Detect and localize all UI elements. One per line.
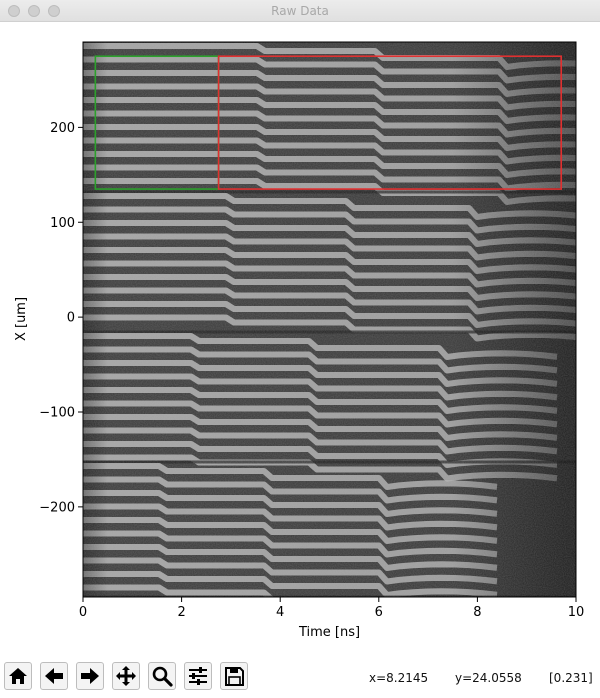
plot-area[interactable] xyxy=(82,41,600,609)
arrow-right-icon xyxy=(81,668,99,684)
zoom-window-button[interactable] xyxy=(48,5,60,17)
roi-boxes xyxy=(94,55,563,190)
magnifier-icon xyxy=(152,666,173,687)
pan-button[interactable] xyxy=(112,662,140,690)
back-button[interactable] xyxy=(40,662,68,690)
x-tick-label: 6 xyxy=(375,605,383,620)
y-tick-label: 100 xyxy=(50,216,75,231)
axes-frame xyxy=(82,41,577,598)
x-tick-label: 0 xyxy=(79,605,87,620)
forward-button[interactable] xyxy=(76,662,104,690)
y-axis-label: X [um] xyxy=(14,297,29,341)
home-button[interactable] xyxy=(4,662,32,690)
figure-canvas[interactable]: 0 2 4 6 8 10 200 100 0 −100 −200 Time [ns] X [um] xyxy=(0,22,600,654)
zoom-button[interactable] xyxy=(148,662,176,690)
configure-subplots-button[interactable] xyxy=(184,662,212,690)
y-tick-label: −100 xyxy=(39,406,75,421)
sliders-icon xyxy=(189,667,207,685)
home-icon xyxy=(9,668,27,684)
roi-box[interactable] xyxy=(217,55,563,190)
arrow-left-icon xyxy=(45,668,63,684)
move-icon xyxy=(116,666,136,686)
pixel-value-readout: [0.231] xyxy=(549,671,593,685)
navigation-toolbar: x=8.2145 y=24.0558 [0.231] xyxy=(0,654,600,698)
save-button[interactable] xyxy=(220,662,248,690)
x-axis-ticks: 0 2 4 6 8 10 xyxy=(79,597,584,620)
x-axis-label: Time [ns] xyxy=(298,625,360,640)
x-tick-label: 2 xyxy=(177,605,185,620)
x-tick-label: 4 xyxy=(276,605,284,620)
x-tick-label: 8 xyxy=(473,605,481,620)
minimize-window-button[interactable] xyxy=(28,5,40,17)
x-tick-label: 10 xyxy=(568,605,585,620)
window-title: Raw Data xyxy=(271,4,329,18)
y-tick-label: 200 xyxy=(50,121,75,136)
y-tick-label: 0 xyxy=(67,311,75,326)
y-axis-ticks: 200 100 0 −100 −200 xyxy=(39,121,83,515)
close-window-button[interactable] xyxy=(8,5,20,17)
cursor-y-readout: y=24.0558 xyxy=(455,671,522,685)
cursor-x-readout: x=8.2145 xyxy=(369,671,429,685)
noise-overlay xyxy=(83,42,576,597)
y-tick-label: −200 xyxy=(39,500,75,515)
floppy-disk-icon xyxy=(225,667,244,686)
window-titlebar: Raw Data xyxy=(0,0,600,22)
